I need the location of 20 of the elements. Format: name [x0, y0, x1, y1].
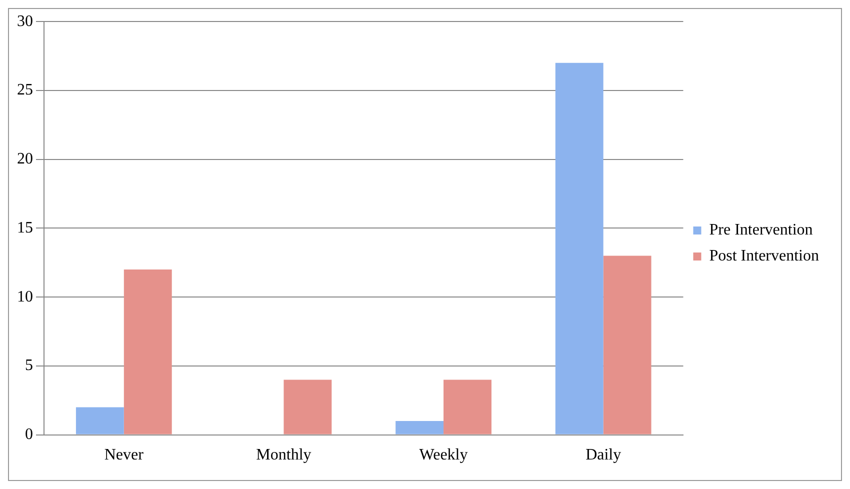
legend-label: Post Intervention	[709, 248, 819, 265]
y-tick-label: 30	[17, 12, 33, 30]
bar	[124, 270, 172, 434]
y-tick-label: 25	[17, 82, 33, 99]
bar	[444, 380, 492, 434]
x-tick-label: Weekly	[419, 446, 468, 464]
bar	[284, 380, 332, 434]
bar	[76, 407, 124, 434]
bar	[603, 256, 652, 434]
x-tick-label: Monthly	[256, 446, 312, 464]
y-tick-label: 20	[17, 150, 33, 168]
bar	[555, 62, 604, 434]
y-tick-label: 15	[17, 219, 33, 236]
y-tick-label: 0	[25, 426, 33, 444]
y-tick-label: 10	[17, 288, 33, 306]
legend-label: Pre Intervention	[709, 222, 813, 239]
bar	[396, 421, 444, 434]
y-tick-label: 5	[25, 357, 33, 374]
x-tick-label: Daily	[586, 446, 622, 464]
x-tick-label: Never	[104, 446, 144, 464]
